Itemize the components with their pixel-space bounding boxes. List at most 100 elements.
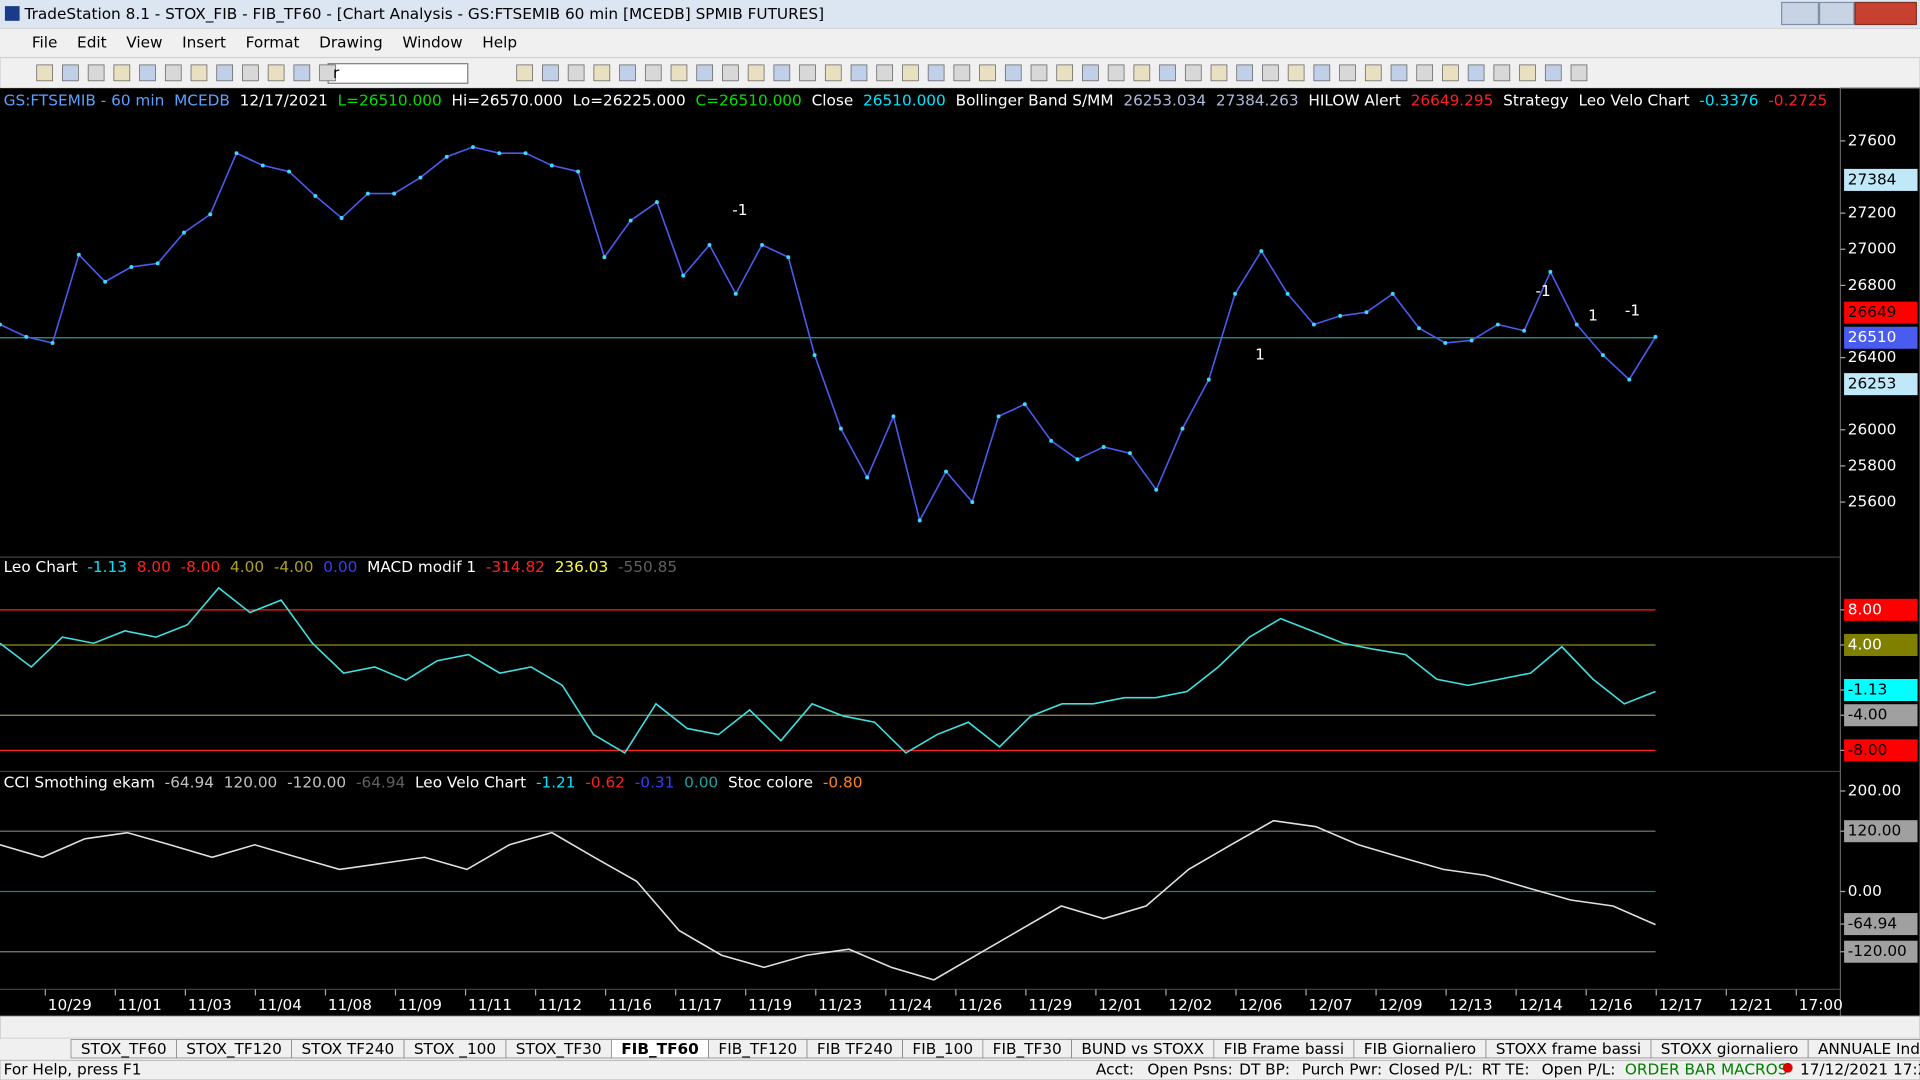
toolbar-button[interactable] bbox=[190, 64, 208, 82]
toolbar-button[interactable] bbox=[267, 64, 285, 82]
toolbar-button[interactable] bbox=[876, 64, 894, 82]
toolbar-button[interactable] bbox=[1570, 64, 1588, 82]
close-line-point bbox=[1075, 457, 1080, 462]
toolbar-button[interactable] bbox=[516, 64, 534, 82]
toolbar-button[interactable] bbox=[1313, 64, 1331, 82]
header-item: -64.94 bbox=[165, 773, 214, 791]
toolbar-button[interactable] bbox=[1467, 64, 1485, 82]
toolbar-button[interactable] bbox=[293, 64, 311, 82]
tab[interactable]: BUND vs STOXX bbox=[1071, 1039, 1215, 1059]
toolbar-button[interactable] bbox=[1390, 64, 1408, 82]
tab[interactable]: FIB_TF60 bbox=[611, 1039, 710, 1059]
toolbar-button[interactable] bbox=[644, 64, 662, 82]
toolbar-button[interactable] bbox=[953, 64, 971, 82]
symbol-combo[interactable] bbox=[327, 63, 469, 84]
toolbar-button[interactable] bbox=[36, 64, 54, 82]
toolbar-button[interactable] bbox=[1159, 64, 1176, 82]
toolbar-button[interactable] bbox=[696, 64, 714, 82]
date-label: 11/19 bbox=[748, 996, 792, 1014]
toolbar-button[interactable] bbox=[113, 64, 131, 82]
scrollbar[interactable] bbox=[0, 1015, 1920, 1039]
menu-item[interactable]: Drawing bbox=[319, 33, 383, 51]
toolbar-button[interactable] bbox=[164, 64, 182, 82]
status-help: For Help, press F1 bbox=[4, 1061, 142, 1079]
tab[interactable]: STOX_TF60 bbox=[70, 1039, 177, 1059]
toolbar-button[interactable] bbox=[542, 64, 559, 82]
tab[interactable]: ANNUALE Indici bbox=[1807, 1039, 1920, 1059]
tab[interactable]: FIB_100 bbox=[902, 1039, 984, 1059]
tab[interactable]: FIB TF240 bbox=[806, 1039, 903, 1059]
toolbar-button[interactable] bbox=[216, 64, 234, 82]
toolbar-button[interactable] bbox=[1262, 64, 1279, 82]
menu-item[interactable]: Format bbox=[246, 33, 300, 51]
toolbar-button[interactable] bbox=[1030, 64, 1048, 82]
tab[interactable]: STOX_TF30 bbox=[505, 1039, 612, 1059]
toolbar-button[interactable] bbox=[1364, 64, 1382, 82]
toolbar-button[interactable] bbox=[1544, 64, 1562, 82]
toolbar-button[interactable] bbox=[1107, 64, 1125, 82]
close-line-point bbox=[1653, 334, 1658, 339]
header-item: 26510.000 bbox=[863, 91, 946, 109]
tab[interactable]: FIB_TF120 bbox=[708, 1039, 808, 1059]
toolbar-button[interactable] bbox=[1004, 64, 1022, 82]
toolbar-button[interactable] bbox=[1082, 64, 1099, 82]
header-item: Stoc colore bbox=[728, 773, 813, 791]
tab[interactable]: STOX TF240 bbox=[291, 1039, 405, 1059]
tab[interactable]: FIB_TF30 bbox=[982, 1039, 1072, 1059]
toolbar-button[interactable] bbox=[850, 64, 868, 82]
date-label: 12/13 bbox=[1449, 996, 1493, 1014]
maximize-button[interactable] bbox=[1818, 1, 1855, 26]
tab[interactable]: FIB Giornaliero bbox=[1353, 1039, 1487, 1059]
menu-item[interactable]: View bbox=[126, 33, 162, 51]
toolbar-button[interactable] bbox=[87, 64, 105, 82]
toolbar-button[interactable] bbox=[1236, 64, 1254, 82]
tab[interactable]: STOX_TF120 bbox=[176, 1039, 293, 1059]
toolbar-button[interactable] bbox=[824, 64, 842, 82]
menu-item[interactable]: File bbox=[32, 33, 58, 51]
menu-item[interactable]: Edit bbox=[77, 33, 107, 51]
toolbar-button[interactable] bbox=[619, 64, 636, 82]
menu-item[interactable]: Window bbox=[402, 33, 462, 51]
toolbar-button[interactable] bbox=[1056, 64, 1074, 82]
toolbar-button[interactable] bbox=[799, 64, 816, 82]
toolbar-button[interactable] bbox=[927, 64, 945, 82]
toolbar-button[interactable] bbox=[1339, 64, 1356, 82]
header-item: 0.00 bbox=[323, 557, 357, 575]
toolbar-button[interactable] bbox=[242, 64, 259, 82]
toolbar-button[interactable] bbox=[1184, 64, 1202, 82]
toolbar-button[interactable] bbox=[670, 64, 688, 82]
toolbar-button[interactable] bbox=[747, 64, 765, 82]
close-button[interactable] bbox=[1854, 1, 1917, 26]
toolbar-button[interactable] bbox=[1210, 64, 1228, 82]
y-tick-label: 27000 bbox=[1848, 240, 1897, 258]
tab-label: FIB_TF30 bbox=[993, 1040, 1062, 1059]
toolbar-button[interactable] bbox=[722, 64, 739, 82]
toolbar-button[interactable] bbox=[1133, 64, 1151, 82]
tab[interactable]: STOXX giornaliero bbox=[1650, 1039, 1809, 1059]
toolbar-button[interactable] bbox=[1519, 64, 1536, 82]
menu-item[interactable]: Help bbox=[482, 33, 517, 51]
close-line-point bbox=[1338, 313, 1343, 318]
tab[interactable]: FIB Frame bassi bbox=[1213, 1039, 1355, 1059]
toolbar-button[interactable] bbox=[1493, 64, 1511, 82]
toolbar-button[interactable] bbox=[567, 64, 585, 82]
date-label: 11/24 bbox=[888, 996, 932, 1014]
toolbar-button[interactable] bbox=[62, 64, 79, 82]
toolbar-button[interactable] bbox=[1442, 64, 1459, 82]
toolbar-button[interactable] bbox=[902, 64, 919, 82]
minimize-button[interactable] bbox=[1781, 1, 1819, 26]
menu-item[interactable]: Insert bbox=[182, 33, 226, 51]
toolbar-button[interactable] bbox=[319, 64, 336, 82]
toolbar-button[interactable] bbox=[979, 64, 996, 82]
toolbar-button[interactable] bbox=[773, 64, 791, 82]
toolbar-button[interactable] bbox=[593, 64, 611, 82]
toolbar-button[interactable] bbox=[139, 64, 156, 82]
tab[interactable]: STOXX frame bassi bbox=[1485, 1039, 1652, 1059]
tab[interactable]: STOX _100 bbox=[403, 1039, 507, 1059]
close-line-point bbox=[339, 216, 344, 220]
toolbar-button[interactable] bbox=[1287, 64, 1305, 82]
y-tick-label-box bbox=[1844, 704, 1918, 727]
toolbar-button[interactable] bbox=[1416, 64, 1434, 82]
signal-label: 1 bbox=[1588, 306, 1598, 324]
header-item: -1.21 bbox=[536, 773, 576, 791]
